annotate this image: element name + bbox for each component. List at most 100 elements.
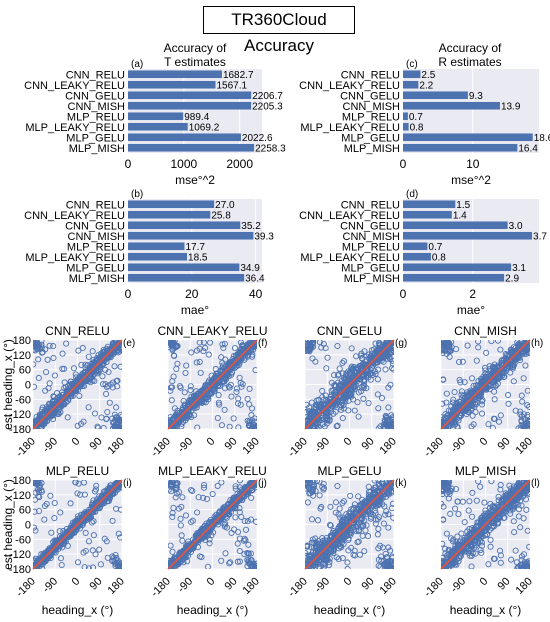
- scatter-point: [353, 353, 360, 360]
- scatter-point: [245, 541, 252, 548]
- scatter-point: [371, 346, 378, 353]
- category-label: MLP_LEAKY_RELU: [300, 122, 400, 134]
- scatter-point: [324, 354, 331, 361]
- scatter-point: [244, 518, 251, 525]
- scatter-point: [372, 370, 379, 377]
- scatter-point: [79, 344, 86, 352]
- x-tick-label: -90: [312, 435, 332, 455]
- bar-value-label: 16.4: [518, 143, 538, 154]
- scatter-point: [192, 393, 200, 400]
- x-tick-label: 0: [70, 435, 83, 448]
- scatter-point: [39, 556, 46, 563]
- scatter-point: [112, 551, 119, 559]
- scatter-point: [441, 420, 445, 427]
- scatter-point: [451, 403, 459, 410]
- scatter-point: [505, 391, 512, 399]
- scatter-point: [511, 353, 518, 361]
- bar: [403, 143, 518, 152]
- bar: [403, 101, 500, 110]
- scatter-point: [355, 413, 362, 420]
- scatter-point: [85, 538, 93, 545]
- scatter-point: [78, 361, 85, 369]
- bar: [403, 122, 409, 131]
- bar-value-label: 13.9: [501, 101, 521, 112]
- x-tick-label: -180: [149, 435, 173, 459]
- scatter-point: [206, 540, 213, 547]
- scatter-point: [209, 490, 216, 498]
- scatter-point: [67, 500, 74, 507]
- scatter-point: [33, 496, 39, 503]
- scatter-point: [246, 385, 253, 392]
- x-tick-label: 0: [342, 575, 355, 588]
- scatter-point: [237, 349, 245, 356]
- bar: [128, 143, 255, 152]
- scatter-point: [374, 391, 381, 398]
- scatter-point: [319, 403, 326, 410]
- bar-chart-c: 0 10mse°^2(c)2.5CNN_RELU2.2CNN_LEAKY_RELU…: [299, 59, 550, 187]
- scatter-title: CNN_MISH: [454, 324, 517, 338]
- scatter-point: [253, 518, 257, 525]
- scatter-point: [171, 352, 178, 360]
- scatter-point: [308, 543, 315, 551]
- scatter-point: [58, 561, 65, 569]
- x-tick-label: -90: [175, 435, 195, 455]
- scatter-point: [464, 392, 471, 399]
- scatter-point: [386, 557, 393, 565]
- scatter-point: [241, 551, 248, 558]
- scatter-point: [103, 415, 110, 422]
- scatter-point: [99, 381, 107, 388]
- scatter-point: [178, 503, 185, 510]
- scatter-title: MLP_GELU: [317, 464, 381, 478]
- category-label: CNN_MISH: [343, 101, 401, 113]
- scatter-point: [51, 372, 58, 379]
- scatter-point: [347, 492, 354, 499]
- scatter-point: [308, 410, 315, 417]
- scatter-point: [306, 485, 313, 492]
- bar-column-title-t: Accuracy of: [164, 41, 227, 55]
- scatter-point: [205, 351, 212, 358]
- category-label: CNN_GELU: [65, 220, 125, 232]
- scatter-point: [344, 559, 351, 566]
- scatter-point: [446, 340, 453, 347]
- bar: [128, 70, 222, 79]
- scatter-point: [236, 505, 243, 512]
- bar: [403, 242, 428, 251]
- category-label: MLP_MISH: [69, 273, 125, 285]
- scatter-point: [168, 397, 175, 404]
- scatter-point: [305, 341, 310, 348]
- diagonal-reference-line: [304, 479, 395, 570]
- scatter-point: [347, 514, 354, 521]
- scatter-point: [512, 407, 519, 414]
- scatter-point: [489, 424, 496, 429]
- scatter-point: [305, 499, 311, 506]
- scatter-point: [114, 383, 121, 390]
- scatter-point: [343, 511, 350, 518]
- y-tick-label: -60: [15, 394, 31, 406]
- category-label: CNN_GELU: [340, 90, 400, 102]
- scatter-point: [441, 347, 445, 354]
- scatter-point: [74, 559, 82, 566]
- bar-value-label: 2.9: [505, 273, 519, 284]
- scatter-point: [35, 374, 42, 382]
- x-tick-label: 90: [360, 435, 377, 452]
- bar-value-label: 3.7: [533, 231, 547, 242]
- bar-value-label: 3.0: [509, 221, 523, 232]
- scatter-point: [101, 535, 108, 542]
- scatter-point: [340, 402, 347, 409]
- scatter-point: [33, 383, 38, 390]
- scatter-point: [337, 381, 344, 388]
- scatter-point: [365, 502, 372, 509]
- bar-value-label: 27.0: [215, 200, 235, 211]
- scatter-point: [91, 365, 98, 372]
- bar-value-label: 25.8: [211, 210, 231, 221]
- scatter-point: [305, 409, 309, 416]
- scatter-point: [361, 517, 368, 524]
- bar-value-label: 1567.1: [216, 80, 247, 91]
- category-label: MLP_RELU: [67, 111, 125, 123]
- scatter-point: [441, 349, 446, 356]
- scatter-point: [323, 555, 331, 562]
- scatter-point: [374, 376, 381, 383]
- scatter-point: [459, 358, 466, 365]
- category-label: CNN_MISH: [343, 231, 401, 243]
